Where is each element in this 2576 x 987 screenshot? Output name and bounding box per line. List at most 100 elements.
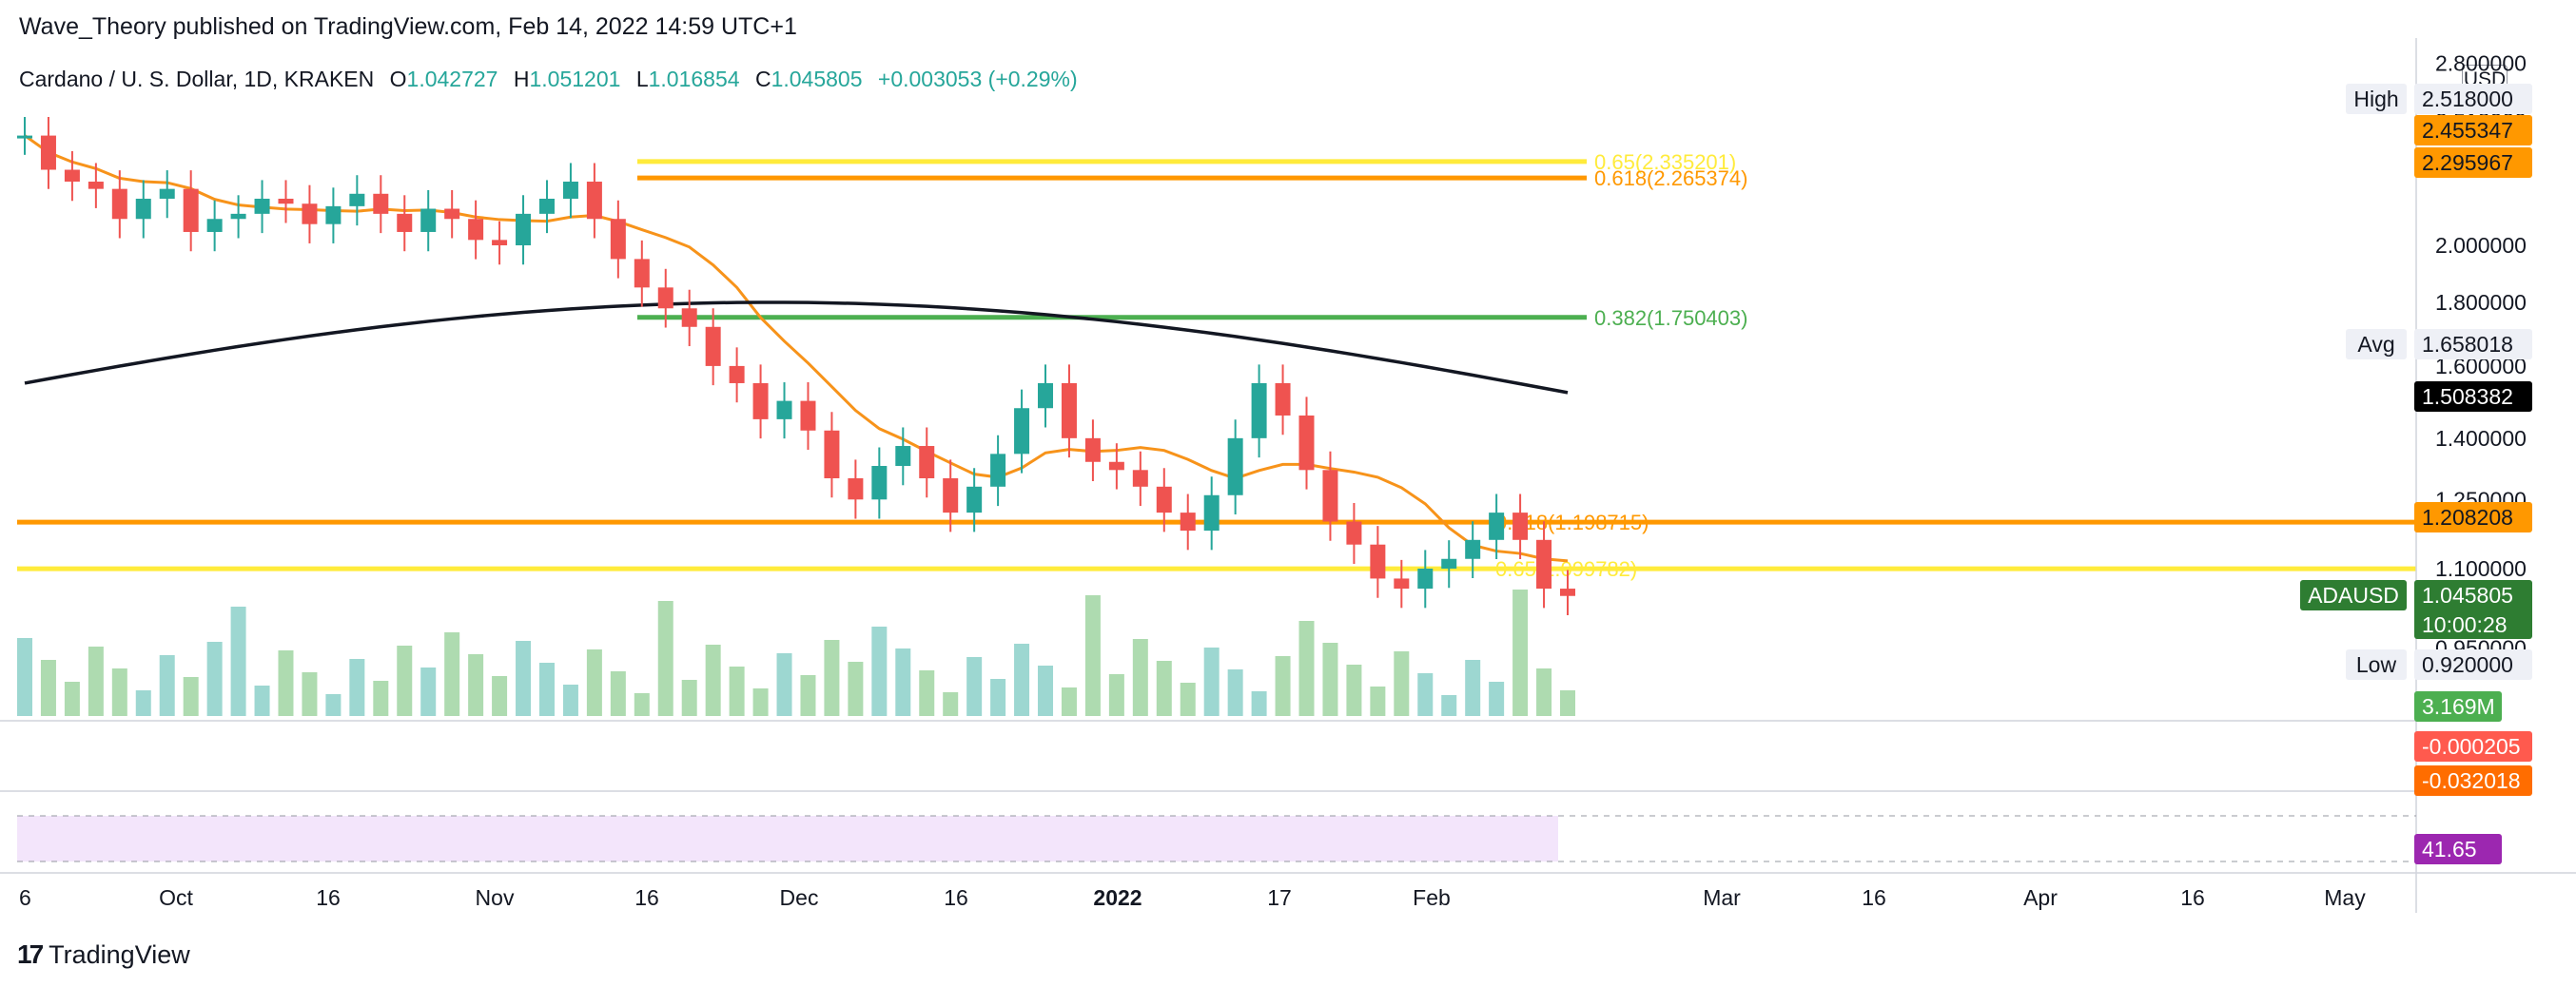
volume-bar	[1298, 621, 1315, 716]
price-tick-label: 1.800000	[2435, 290, 2527, 315]
low-key: L	[635, 67, 649, 91]
price-tag-value: 3.169M	[2422, 694, 2495, 719]
price-tag-value: 2.295967	[2422, 150, 2513, 175]
candle-body	[681, 308, 697, 327]
open-value: 1.042727	[406, 67, 498, 91]
candle-body	[1322, 470, 1338, 522]
price-tag-bg	[2414, 84, 2532, 114]
candle-body	[586, 182, 602, 220]
price-tag-bg	[2414, 502, 2532, 532]
candle-body	[800, 400, 816, 431]
fib-level-label: 0.65(2.335201)	[1594, 150, 1736, 174]
candle-body	[1512, 513, 1529, 540]
price-tag-bg	[2414, 649, 2532, 680]
volume-bar	[88, 647, 104, 716]
volume-bar	[943, 692, 959, 716]
candle-body	[990, 454, 1006, 487]
candle-body	[1394, 578, 1410, 590]
price-tag-value: -0.000205	[2422, 734, 2521, 759]
time-tick-label: 17	[1267, 885, 1292, 910]
price-tag-label: Low	[2356, 652, 2397, 677]
candle-body	[278, 198, 294, 204]
price-tag-value: 1.045805	[2422, 583, 2513, 608]
candle-body	[729, 365, 745, 383]
time-tick-label: 16	[1862, 885, 1886, 910]
price-tag-value: -0.032018	[2422, 768, 2521, 793]
candle-body	[1536, 539, 1552, 590]
price-tag-bg	[2414, 765, 2532, 796]
candle-body	[492, 240, 508, 245]
candle-body	[919, 446, 935, 478]
volume-bar	[1512, 590, 1529, 716]
volume-bar	[1108, 674, 1124, 716]
volume-bar	[895, 648, 911, 716]
candle-body	[1465, 539, 1481, 559]
candle-body	[1275, 382, 1291, 416]
time-tick-label: 6	[19, 885, 31, 910]
volume-bar	[538, 663, 555, 716]
price-tag-label: ADAUSD	[2308, 583, 2399, 608]
price-tick-label: 2.000000	[2435, 233, 2527, 258]
candle-body	[562, 182, 578, 199]
tradingview-brand[interactable]: 17 TradingView	[17, 939, 190, 970]
volume-bar	[325, 694, 342, 716]
volume-bar	[492, 676, 508, 716]
volume-bar	[990, 679, 1006, 716]
volume-bar	[1014, 644, 1030, 716]
candle-body	[538, 198, 555, 214]
volume-bar	[420, 668, 437, 716]
open-key: O	[389, 67, 407, 91]
candle-body	[159, 188, 175, 199]
volume-bar	[1322, 643, 1338, 716]
price-tag-label-bg	[2300, 580, 2407, 610]
time-tick-label: 16	[2180, 885, 2205, 910]
price-tag-bg	[2414, 731, 2532, 762]
price-tag-value: 1.658018	[2422, 332, 2513, 357]
volume-bar	[657, 601, 673, 716]
volume-bar	[1061, 687, 1077, 716]
volume-bar	[1370, 687, 1386, 716]
volume-bar	[729, 667, 745, 716]
candle-body	[444, 208, 460, 220]
price-tag-bg	[2414, 381, 2532, 412]
volume-bar	[444, 632, 460, 716]
volume-bar	[1441, 695, 1457, 716]
volume-bar	[1156, 661, 1172, 716]
candle-body	[325, 205, 342, 224]
price-tick-label: 2.800000	[2435, 51, 2527, 76]
candle-body	[183, 188, 199, 232]
volume-bar	[848, 662, 864, 716]
volume-bar	[966, 657, 983, 716]
candle-body	[966, 486, 983, 513]
candle-body	[1038, 382, 1054, 409]
close-key: C	[754, 67, 771, 91]
candle-body	[349, 193, 365, 206]
candle-body	[64, 169, 80, 183]
time-tick-label: Apr	[2023, 885, 2058, 910]
time-tick-label: 16	[634, 885, 659, 910]
fib-level-label: 0.382(1.750403)	[1594, 306, 1747, 330]
price-tag-value: 0.920000	[2422, 652, 2513, 677]
price-tag-label-bg	[2346, 329, 2407, 359]
price-tag-value: 41.65	[2422, 837, 2477, 861]
candle-body	[40, 135, 56, 170]
volume-bar	[752, 688, 769, 716]
volume-bar	[1227, 669, 1243, 716]
volume-bar	[159, 655, 175, 716]
volume-bar	[1536, 668, 1552, 716]
time-tick-label: 16	[944, 885, 968, 910]
volume-bar	[1251, 691, 1267, 716]
volume-bar	[776, 653, 792, 716]
volume-bars	[17, 590, 1575, 716]
candle-body	[776, 400, 792, 419]
candle-body	[1370, 544, 1386, 579]
price-tag-bg	[2414, 115, 2532, 145]
volume-bar	[1394, 651, 1410, 716]
volume-bar	[373, 681, 389, 716]
price-tag-value: 1.208208	[2422, 505, 2513, 530]
symbol-title[interactable]: Cardano / U. S. Dollar, 1D, KRAKEN	[19, 67, 375, 91]
candle-body	[468, 219, 484, 241]
price-tag-bg	[2414, 691, 2502, 722]
volume-bar	[183, 677, 199, 716]
